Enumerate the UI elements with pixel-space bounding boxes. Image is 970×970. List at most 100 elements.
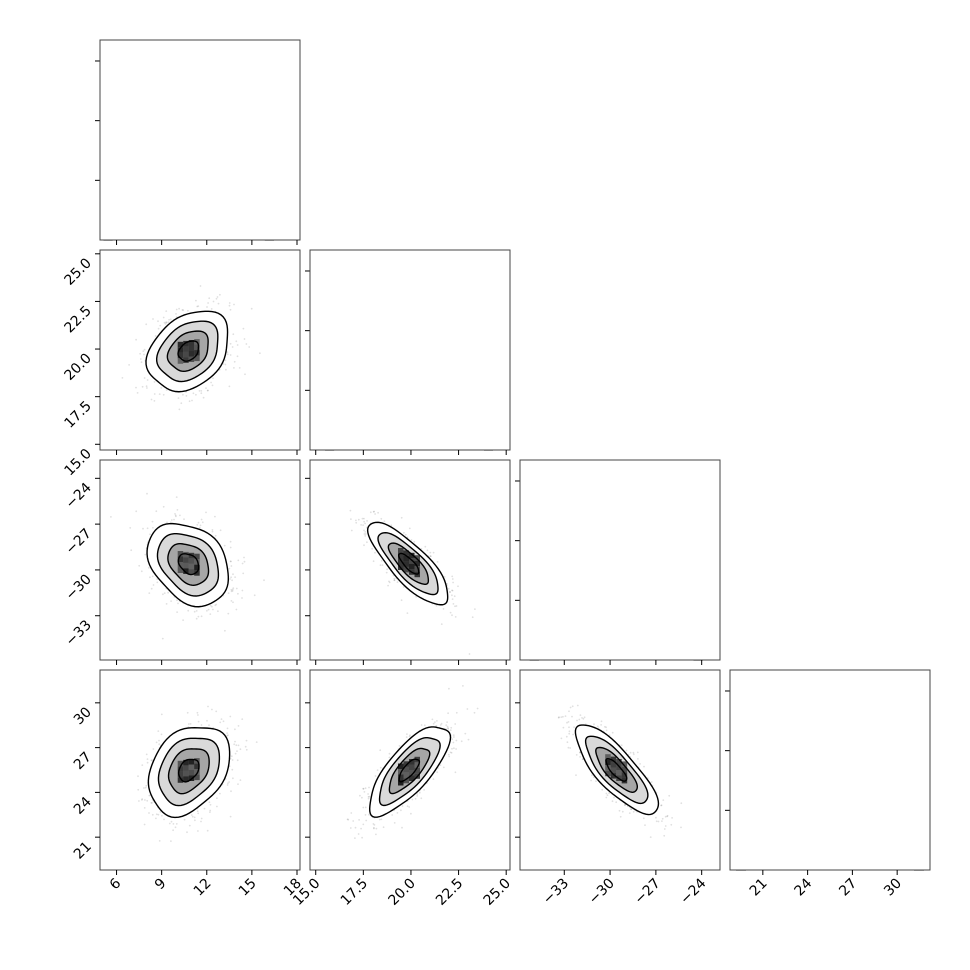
sample-point — [429, 555, 432, 558]
sample-point — [471, 616, 474, 619]
hist-panel-p3-frame — [729, 669, 931, 871]
sample-point — [569, 747, 572, 749]
sample-point — [158, 739, 160, 742]
sample-point — [228, 304, 231, 307]
sample-point — [156, 578, 159, 580]
sample-point — [375, 833, 377, 836]
density-cell — [183, 776, 189, 782]
sample-point — [148, 812, 150, 814]
sample-point — [174, 826, 177, 829]
sample-point — [410, 812, 412, 815]
sample-point — [158, 393, 161, 395]
sample-point — [165, 603, 168, 605]
sample-point — [154, 335, 157, 337]
sample-point — [157, 327, 160, 330]
sample-point — [144, 799, 146, 801]
sample-point — [453, 595, 456, 598]
contour-level-1 — [167, 748, 210, 795]
sample-point — [162, 316, 165, 319]
sample-point — [227, 612, 230, 615]
sample-point — [473, 711, 476, 714]
density-cell — [177, 551, 184, 557]
contour-level-0 — [177, 758, 200, 783]
sample-point — [567, 746, 570, 749]
sample-point — [152, 526, 154, 529]
density-cell — [414, 560, 420, 567]
sample-point — [197, 830, 199, 832]
density-cell — [409, 770, 415, 776]
sample-point — [361, 796, 363, 799]
sample-point — [454, 605, 456, 608]
sample-point — [146, 527, 149, 530]
sample-point — [177, 602, 179, 605]
sample-point — [368, 813, 370, 816]
sample-point — [212, 608, 214, 611]
sample-point — [227, 782, 229, 785]
sample-point — [188, 400, 191, 403]
density-cell — [183, 340, 189, 347]
sample-point — [219, 293, 221, 296]
sample-point — [241, 597, 243, 599]
sample-point — [144, 786, 147, 789]
sample-point — [160, 733, 163, 736]
sample-point — [194, 819, 196, 822]
sample-point — [453, 747, 455, 750]
sample-point — [206, 829, 209, 832]
sample-point — [170, 820, 173, 823]
sample-point — [242, 572, 245, 575]
density-cell — [183, 557, 189, 563]
contour-level-1 — [166, 330, 209, 373]
sample-point — [360, 524, 362, 526]
sample-point — [581, 717, 583, 719]
contour-level-0 — [177, 553, 200, 576]
density-cell — [177, 341, 184, 348]
density-cell — [177, 358, 184, 364]
sample-point — [436, 771, 439, 774]
density-cell — [177, 771, 184, 778]
sample-point — [196, 711, 199, 714]
sample-point — [613, 796, 615, 799]
sample-point — [354, 826, 357, 829]
sample-point — [182, 309, 185, 312]
sample-point — [229, 815, 232, 818]
sample-point — [185, 395, 188, 397]
sample-point — [364, 531, 367, 533]
sample-point — [238, 367, 241, 369]
sample-point — [139, 358, 142, 360]
sample-point — [245, 343, 248, 345]
density-cell — [177, 766, 184, 772]
sample-point — [206, 609, 208, 612]
sample-point — [440, 722, 443, 725]
sample-point — [243, 338, 246, 340]
sample-point — [224, 629, 226, 632]
sample-point — [452, 581, 454, 584]
sample-point — [202, 396, 205, 399]
density-cell — [409, 563, 415, 570]
sample-point — [230, 600, 233, 602]
density-cell — [177, 347, 184, 353]
density-cell — [177, 556, 184, 562]
sample-point — [366, 520, 368, 522]
density-cell — [188, 345, 195, 351]
sample-point — [212, 377, 214, 380]
sample-point — [229, 546, 232, 549]
sample-point — [350, 529, 353, 532]
density-cell — [183, 357, 189, 363]
sample-point — [228, 385, 231, 388]
sample-point — [175, 496, 178, 498]
sample-point — [371, 547, 373, 550]
contour-level-2 — [155, 320, 219, 383]
sample-point — [229, 354, 232, 356]
contour-level-3 — [146, 522, 230, 608]
density-cell — [403, 561, 409, 567]
density-cell — [398, 780, 404, 786]
sample-point — [393, 579, 396, 581]
sample-point — [163, 321, 166, 324]
sample-point — [164, 323, 167, 325]
sample-point — [462, 685, 464, 687]
sample-point — [464, 732, 467, 735]
sample-point — [363, 544, 365, 547]
sample-point — [405, 736, 408, 738]
scatter-panel-p1-p3 — [309, 669, 511, 871]
sample-point — [401, 805, 404, 807]
